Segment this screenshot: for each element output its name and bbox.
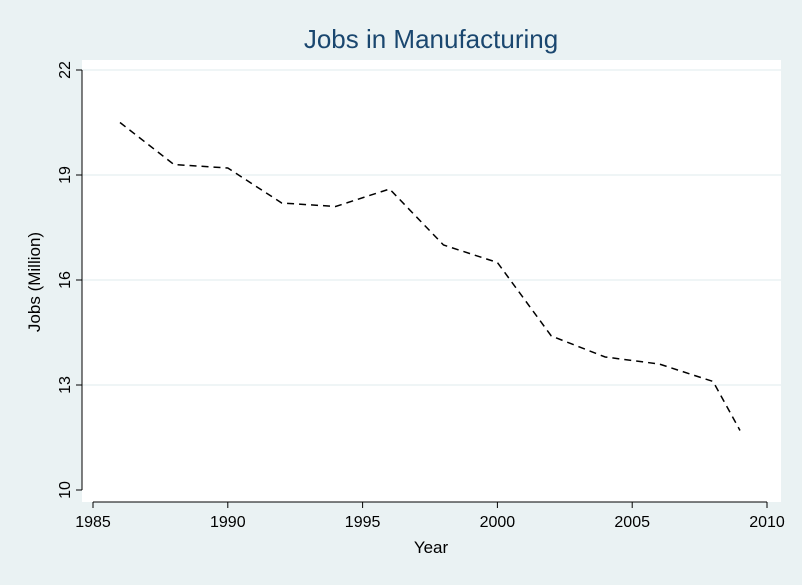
- x-axis-title: Year: [414, 538, 449, 557]
- y-axis-title: Jobs (Million): [25, 232, 44, 332]
- y-axis: 10 13 16 19 22: [57, 61, 83, 499]
- x-tick-label-0: 1985: [75, 514, 111, 531]
- y-tick-label-4: 22: [57, 61, 74, 79]
- x-tick-label-5: 2010: [749, 514, 785, 531]
- chart-title: Jobs in Manufacturing: [304, 24, 558, 54]
- y-tick-label-0: 10: [57, 481, 74, 499]
- y-tick-label-2: 16: [57, 271, 74, 289]
- x-tick-label-1: 1990: [210, 514, 246, 531]
- x-tick-label-2: 1995: [345, 514, 381, 531]
- plot-area: [82, 60, 781, 502]
- x-tick-label-4: 2005: [614, 514, 650, 531]
- x-axis: 1985 1990 1995 2000 2005 2010: [75, 501, 785, 531]
- x-tick-label-3: 2000: [480, 514, 516, 531]
- series-line: [119, 121, 741, 431]
- y-tick-label-1: 13: [57, 376, 74, 394]
- y-tick-label-3: 19: [57, 166, 74, 184]
- grid-lines: [82, 69, 781, 386]
